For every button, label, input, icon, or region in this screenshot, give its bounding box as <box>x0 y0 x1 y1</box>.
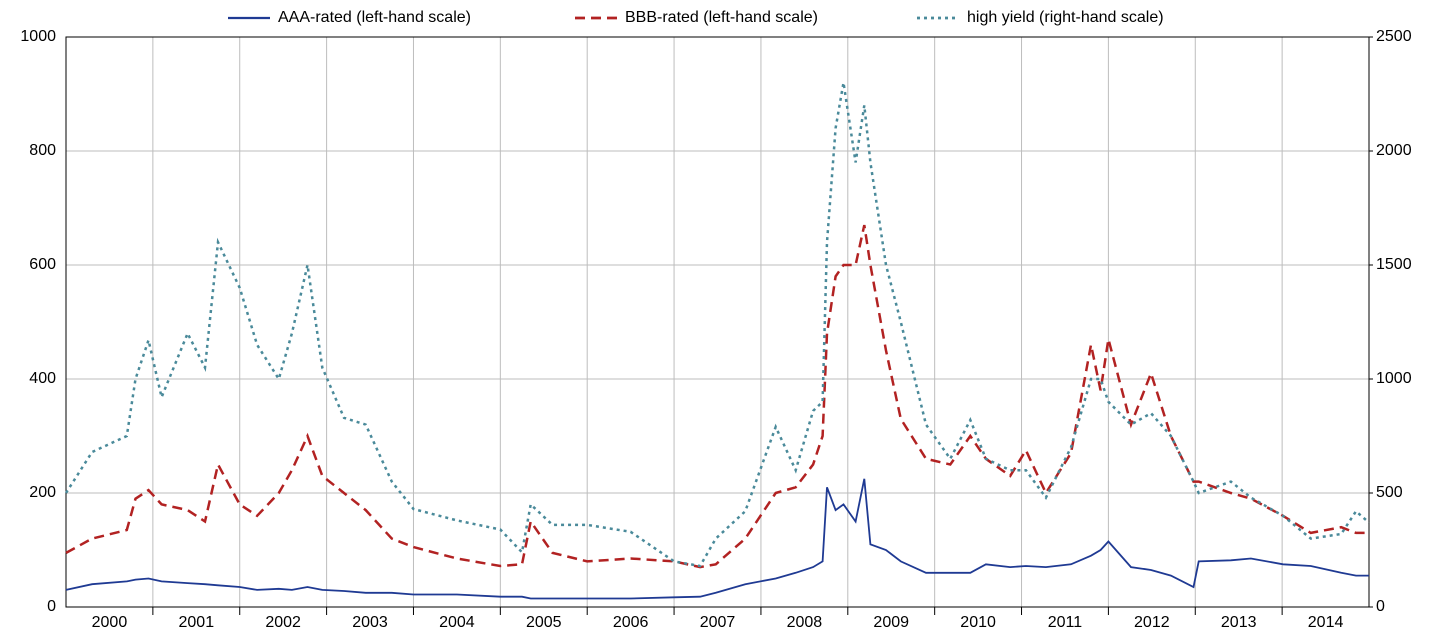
y2-tick-label: 1000 <box>1376 370 1412 387</box>
y-tick-label: 400 <box>29 370 56 387</box>
x-tick-label: 2006 <box>613 614 649 631</box>
y2-tick-label: 2500 <box>1376 28 1412 45</box>
y-tick-label: 200 <box>29 484 56 501</box>
x-tick-label: 2012 <box>1134 614 1170 631</box>
x-tick-label: 2004 <box>439 614 475 631</box>
y-tick-label: 1000 <box>20 28 56 45</box>
legend-label: BBB-rated (left-hand scale) <box>625 9 818 26</box>
x-tick-label: 2014 <box>1308 614 1344 631</box>
x-tick-label: 2002 <box>265 614 301 631</box>
series-line <box>64 82 1370 568</box>
y2-tick-label: 500 <box>1376 484 1403 501</box>
plot-frame <box>65 36 1370 608</box>
y2-tick-label: 2000 <box>1376 142 1412 159</box>
x-tick-label: 2013 <box>1221 614 1257 631</box>
x-tick-label: 2009 <box>873 614 909 631</box>
y2-tick-label: 0 <box>1376 598 1385 615</box>
series-line <box>65 478 1369 600</box>
y-tick-label: 800 <box>29 142 56 159</box>
y-tick-label: 600 <box>29 256 56 273</box>
series-line <box>65 224 1369 569</box>
x-tick-label: 2001 <box>179 614 215 631</box>
y-tick-label: 0 <box>47 598 56 615</box>
x-tick-label: 2010 <box>960 614 996 631</box>
x-tick-label: 2005 <box>526 614 562 631</box>
x-tick-label: 2000 <box>92 614 128 631</box>
x-tick-label: 2007 <box>700 614 736 631</box>
legend-label: AAA-rated (left-hand scale) <box>278 9 471 26</box>
y2-tick-label: 1500 <box>1376 256 1412 273</box>
legend-label: high yield (right-hand scale) <box>967 9 1164 26</box>
x-tick-label: 2011 <box>1048 614 1083 631</box>
x-tick-label: 2003 <box>352 614 388 631</box>
x-tick-label: 2008 <box>787 614 823 631</box>
